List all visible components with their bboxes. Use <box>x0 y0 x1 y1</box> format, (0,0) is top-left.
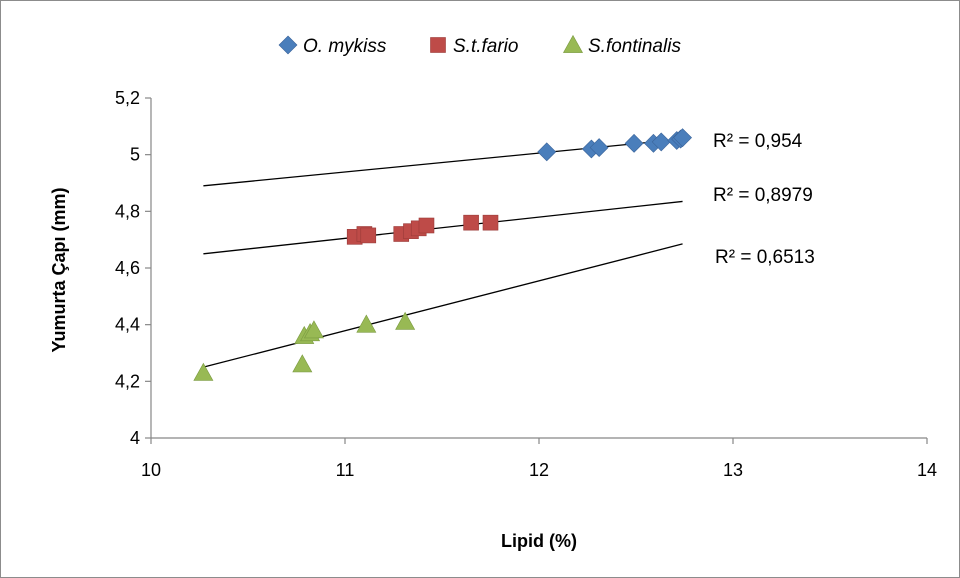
x-tick-label: 11 <box>336 460 355 480</box>
data-points <box>193 128 692 381</box>
legend-label: S.t.fario <box>453 36 518 57</box>
legend-marker-2 <box>562 34 584 53</box>
y-tick-label: 4,4 <box>115 315 140 335</box>
y-tick-label: 5 <box>130 145 140 165</box>
data-point-0 <box>673 128 692 148</box>
legend-label: S.fontinalis <box>588 36 681 57</box>
data-point-2 <box>303 320 324 339</box>
legend-marker-1 <box>430 37 446 53</box>
legend-label: O. mykiss <box>303 36 387 57</box>
y-axis-title: Yumurta Çapı (mm) <box>49 187 69 352</box>
trendline-0 <box>203 138 683 187</box>
data-point-2 <box>292 354 313 373</box>
data-point-1 <box>360 227 377 244</box>
trendline-1 <box>203 200 683 255</box>
r-squared-label: R² = 0,954 <box>713 131 803 152</box>
x-tick-label: 10 <box>141 460 161 480</box>
x-tick-label: 13 <box>723 460 743 480</box>
data-point-1 <box>463 214 479 231</box>
data-point-2 <box>193 362 214 381</box>
legend: O. mykiss S.t.fario S.fontinalis <box>278 34 681 57</box>
y-tick-label: 4,2 <box>115 371 140 391</box>
data-point-2 <box>395 311 416 330</box>
y-tick-label: 4,6 <box>115 258 140 278</box>
data-point-2 <box>356 314 377 333</box>
legend-marker-0 <box>278 35 298 55</box>
r-squared-label: R² = 0,6513 <box>715 247 815 268</box>
data-point-0 <box>589 138 609 158</box>
x-tick-label: 14 <box>917 460 937 480</box>
r-squared-label: R² = 0,8979 <box>713 185 813 206</box>
data-point-0 <box>651 132 671 152</box>
trendline-2 <box>203 243 683 368</box>
data-point-1 <box>482 214 499 231</box>
data-point-0 <box>624 133 644 153</box>
y-tick-label: 4 <box>130 428 140 448</box>
x-axis-title: Lipid (%) <box>501 531 577 551</box>
y-tick-label: 5,2 <box>115 88 140 108</box>
y-tick-label: 4,8 <box>115 201 140 221</box>
x-tick-label: 12 <box>529 460 549 480</box>
data-point-0 <box>537 142 557 162</box>
axes: 4 4,2 4,4 4,6 4,8 5 5,2 10 11 12 13 14 <box>115 88 937 480</box>
r-squared-labels: R² = 0,954 R² = 0,8979 R² = 0,6513 <box>713 131 815 268</box>
data-point-1 <box>418 217 435 234</box>
trendlines <box>203 138 683 368</box>
